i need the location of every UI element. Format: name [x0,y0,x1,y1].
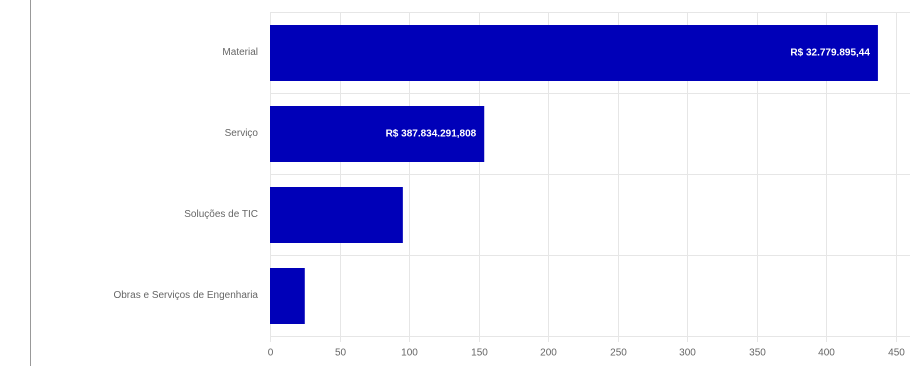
x-tick-label: 150 [471,348,488,359]
x-tick-label: 300 [679,348,696,359]
bar [270,25,878,81]
x-tick-label: 350 [749,348,766,359]
bar [270,187,403,243]
bar [270,268,305,324]
x-tick-label: 100 [401,348,418,359]
bar-annotation: R$ 387.834.291,808 [386,129,477,140]
x-tick-label: 400 [818,348,835,359]
y-tick-label: Material [222,47,258,58]
y-tick-label: Serviço [225,128,259,139]
x-tick-label: 0 [268,348,274,359]
y-tick-label: Soluções de TIC [184,209,258,220]
y-tick-label: Obras e Serviços de Engenharia [113,290,258,301]
x-tick-label: 450 [888,348,905,359]
x-tick-label: 50 [335,348,347,359]
x-tick-label: 250 [610,348,627,359]
x-tick-label: 200 [540,348,557,359]
bar [270,106,485,162]
bar-annotation: R$ 32.779.895,44 [790,48,870,59]
